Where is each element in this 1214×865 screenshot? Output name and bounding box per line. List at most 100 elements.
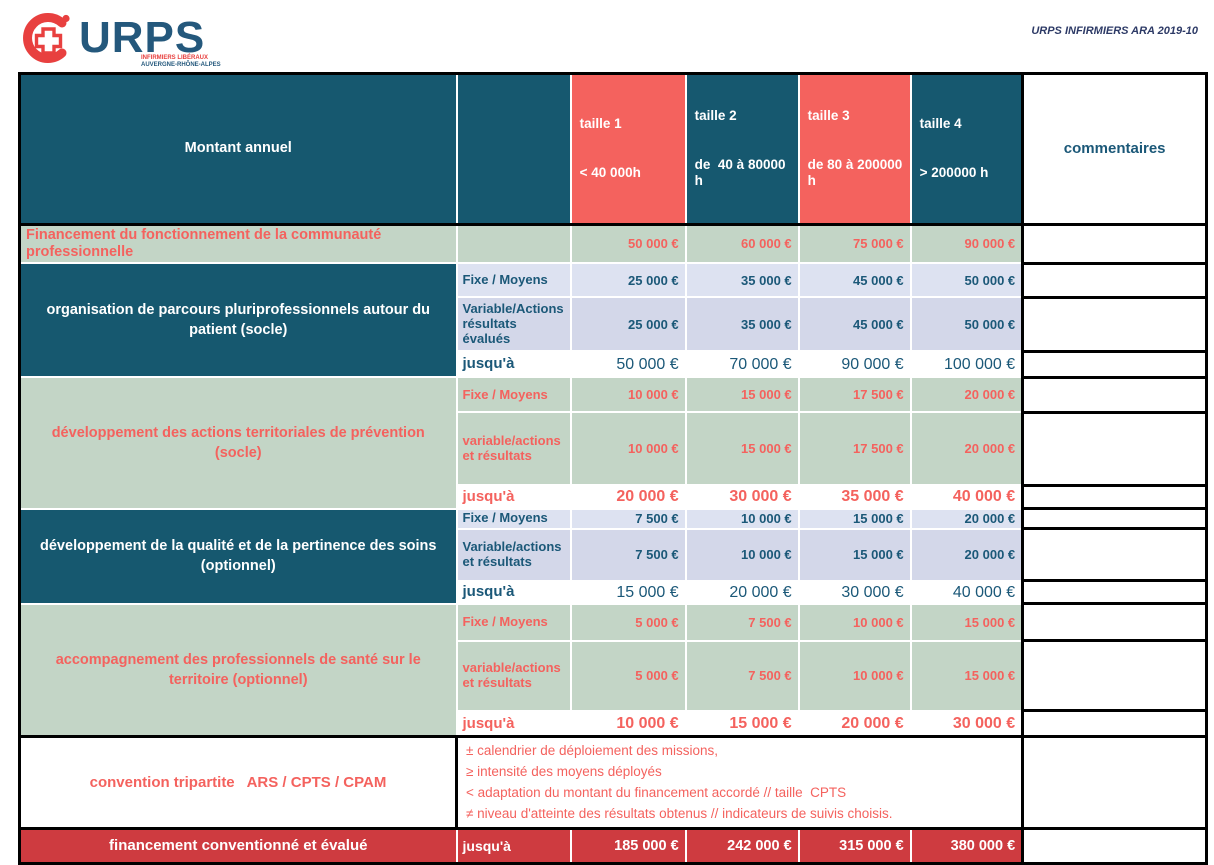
size-range: < 40 000h [579,165,641,181]
value-cell: 10 000 € [569,376,687,414]
value-cell: 15 000 € [684,411,800,487]
page: { "watermark": "URPS INFIRMIERS ARA 2019… [16,10,1209,865]
section-label: développement de la qualité et de la per… [18,507,458,605]
value-cell: 30 000 € [797,579,912,605]
column-header-commentaires: commentaires [1021,72,1209,226]
value-cell: 50 000 € [569,223,687,265]
comment-cell [1021,295,1209,353]
size-name: taille 4 [919,116,962,132]
value-cell: 10 000 € [797,602,912,642]
table-row: jusqu'à 50 000 € 70 000 € 90 000 € 100 0… [20,349,1209,379]
value-cell: 25 000 € [569,296,687,353]
value-cell: 20 000 € [909,376,1024,414]
financement-row: Financement du fonctionnement de la comm… [18,222,1209,265]
value-cell: 17 500 € [797,411,912,487]
value-cell: 5 000 € [569,639,687,712]
comment-cell [1021,602,1209,643]
convention-line: ± calendrier de déploiement des missions… [466,743,719,758]
table-row: jusqu'à 10 000 € 15 000 € 20 000 € 30 00… [20,709,1209,739]
table-row: développement des actions territoriales … [18,375,1209,510]
comment-cell [1021,827,1209,865]
section-label: développement des actions territoriales … [18,376,458,510]
comment-cell [1021,527,1209,583]
size-range: > 200000 h [919,165,989,181]
financing-table: Montant annuel taille 1 < 40 000h taille… [18,72,1209,865]
comment-cell [1021,639,1209,713]
value-cell: 30 000 € [909,709,1024,738]
column-header-taille-2: taille 2 de 40 à 80000 h [684,72,800,226]
table-row: développement de la qualité et de la per… [18,507,1209,605]
table-row: Variable/actions et résultats 7 500 € 10… [20,527,1209,583]
value-cell: 7 500 € [569,527,687,582]
sub-label: Fixe / Moyens [455,507,572,530]
sub-label: Fixe / Moyens [455,262,572,299]
urps-logo-graphic: URPS INFIRMIERS LIBÉRAUX AUVERGNE-RHÔNE-… [23,13,221,68]
value-cell: 40 000 € [909,484,1024,510]
value-cell: 15 000 € [684,376,800,414]
total-value-cell: 185 000 € [569,827,687,865]
urps-logo: URPS INFIRMIERS LIBÉRAUX AUVERGNE-RHÔNE-… [16,10,226,73]
value-cell: 10 000 € [684,507,800,530]
value-cell: 30 000 € [684,484,800,510]
total-value-cell: 242 000 € [684,827,800,865]
comment-cell [1021,410,1209,487]
sub-label: jusqu'à [455,350,572,379]
value-cell: 15 000 € [684,709,800,738]
convention-text: ± calendrier de déploiement des missions… [454,735,1025,831]
size-name: taille 3 [807,108,850,124]
value-cell: 35 000 € [797,484,912,510]
sub-label: jusqu'à [455,709,572,738]
sub-label: Variable/actions et résultats [455,527,572,582]
column-header-taille-3: taille 3 de 80 à 200000 h [797,72,912,226]
value-cell: 70 000 € [684,350,800,379]
value-cell: 7 500 € [569,507,687,530]
size-range: de 40 à 80000 h [694,156,790,189]
sub-label: variable/actions et résultats [455,411,572,487]
comment-cell [1021,709,1209,739]
value-cell: 50 000 € [909,262,1024,299]
convention-line: ≥ intensité des moyens déployés [466,763,662,779]
total-value-cell: 315 000 € [797,827,912,865]
value-cell: 20 000 € [797,709,912,738]
column-header-taille-4: taille 4 > 200000 h [909,72,1024,226]
comment-cell [1021,375,1209,414]
size-name: taille 2 [694,108,737,124]
comment-cell [1021,261,1209,299]
value-cell: 7 500 € [684,602,800,642]
size-name: taille 1 [579,116,622,132]
value-cell: 50 000 € [569,350,687,379]
sub-label: Variable/Actions résultats évalués [455,296,572,353]
comment-cell [1021,735,1209,831]
section-label: organisation de parcours pluriprofession… [18,262,458,379]
sub-label: Fixe / Moyens [455,602,572,642]
logo-cross-icon [34,27,63,55]
value-cell: 15 000 € [909,602,1024,642]
value-cell: 7 500 € [684,639,800,712]
value-cell: 45 000 € [797,296,912,353]
table-row: jusqu'à 20 000 € 30 000 € 35 000 € 40 00… [20,483,1209,511]
comment-cell [1021,349,1209,379]
value-cell: 10 000 € [569,411,687,487]
value-cell: 20 000 € [684,579,800,605]
section-label: accompagnement des professionnels de san… [18,602,458,738]
table-row: jusqu'à 15 000 € 20 000 € 30 000 € 40 00… [20,579,1209,606]
total-label: financement conventionné et évalué [18,827,458,865]
table-row: Variable/Actions résultats évalués 25 00… [20,295,1209,353]
convention-line: ≠ niveau d'atteinte des résultats obtenu… [466,805,893,821]
value-cell: 15 000 € [569,579,687,605]
value-cell: 20 000 € [909,411,1024,487]
size-range: de 80 à 200000 h [807,156,907,189]
value-cell: 17 500 € [797,376,912,414]
logo-subtitle-1: INFIRMIERS LIBÉRAUX [141,53,208,61]
value-cell: 50 000 € [909,296,1024,353]
table-row: variable/actions et résultats 10 000 € 1… [20,410,1209,487]
sub-label: jusqu'à [455,579,572,605]
row-label: Financement du fonctionnement de la comm… [18,223,458,265]
value-cell: 100 000 € [909,350,1024,379]
convention-label: convention tripartite ARS / CPTS / CPAM [18,735,458,831]
value-cell: 20 000 € [909,507,1024,530]
total-qualifier: jusqu'à [455,827,572,865]
total-row: financement conventionné et évalué jusqu… [18,827,1209,865]
value-cell: 25 000 € [569,262,687,299]
value-cell: 5 000 € [569,602,687,642]
